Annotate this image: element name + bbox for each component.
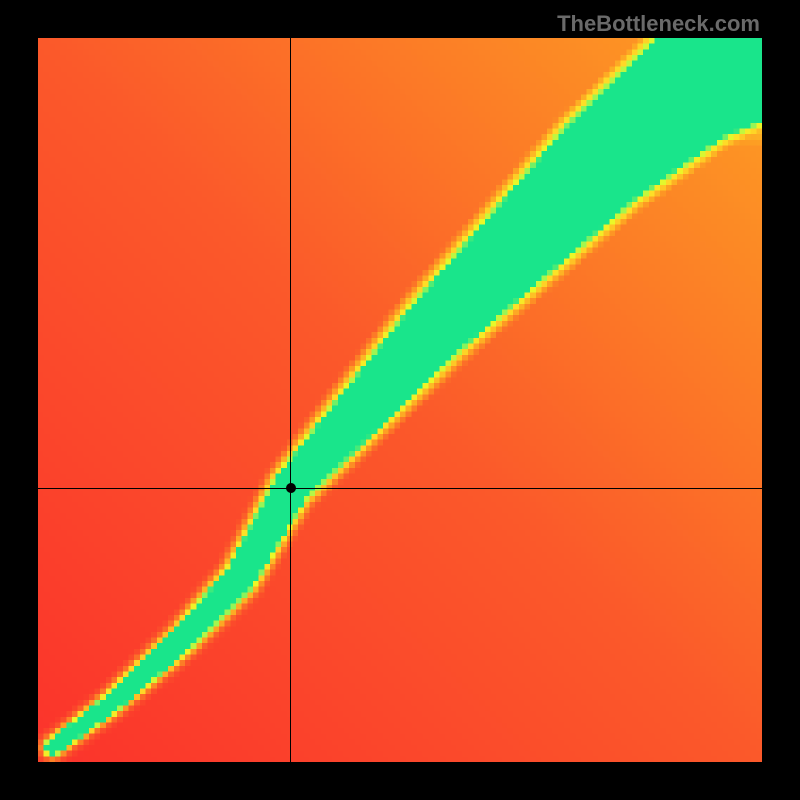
heatmap-plot <box>38 38 762 762</box>
crosshair-marker <box>286 483 296 493</box>
crosshair-vertical <box>290 38 291 762</box>
heatmap-canvas <box>38 38 762 762</box>
watermark-text: TheBottleneck.com <box>557 11 760 37</box>
crosshair-horizontal <box>38 488 762 489</box>
